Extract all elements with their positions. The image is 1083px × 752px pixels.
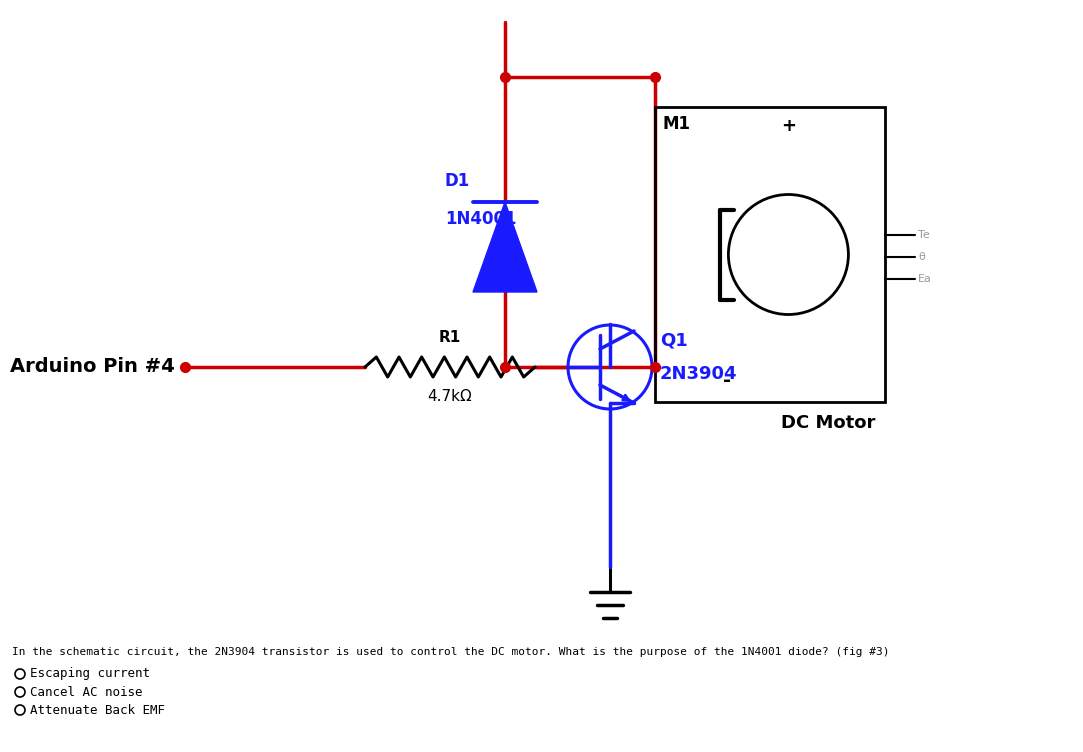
Text: Ea: Ea bbox=[918, 274, 931, 284]
Text: R1: R1 bbox=[439, 330, 461, 345]
Text: Cancel AC noise: Cancel AC noise bbox=[30, 686, 143, 699]
Text: Arduino Pin #4: Arduino Pin #4 bbox=[10, 357, 175, 377]
Text: D1: D1 bbox=[445, 172, 470, 190]
Text: Q1: Q1 bbox=[660, 331, 688, 349]
Text: Te: Te bbox=[918, 229, 929, 239]
Text: θ: θ bbox=[918, 251, 925, 262]
Text: +: + bbox=[781, 117, 796, 135]
Text: In the schematic circuit, the 2N3904 transistor is used to control the DC motor.: In the schematic circuit, the 2N3904 tra… bbox=[12, 647, 889, 657]
Polygon shape bbox=[473, 202, 537, 292]
Bar bbox=[655, 107, 885, 402]
Text: 2N3904: 2N3904 bbox=[660, 365, 738, 383]
Text: -: - bbox=[723, 371, 731, 390]
Text: 4.7kΩ: 4.7kΩ bbox=[428, 389, 472, 404]
Text: Attenuate Back EMF: Attenuate Back EMF bbox=[30, 704, 165, 717]
Text: M1: M1 bbox=[663, 115, 691, 133]
Text: Escaping current: Escaping current bbox=[30, 668, 151, 681]
Text: 1N4001: 1N4001 bbox=[445, 210, 517, 228]
Text: DC Motor: DC Motor bbox=[781, 414, 875, 432]
